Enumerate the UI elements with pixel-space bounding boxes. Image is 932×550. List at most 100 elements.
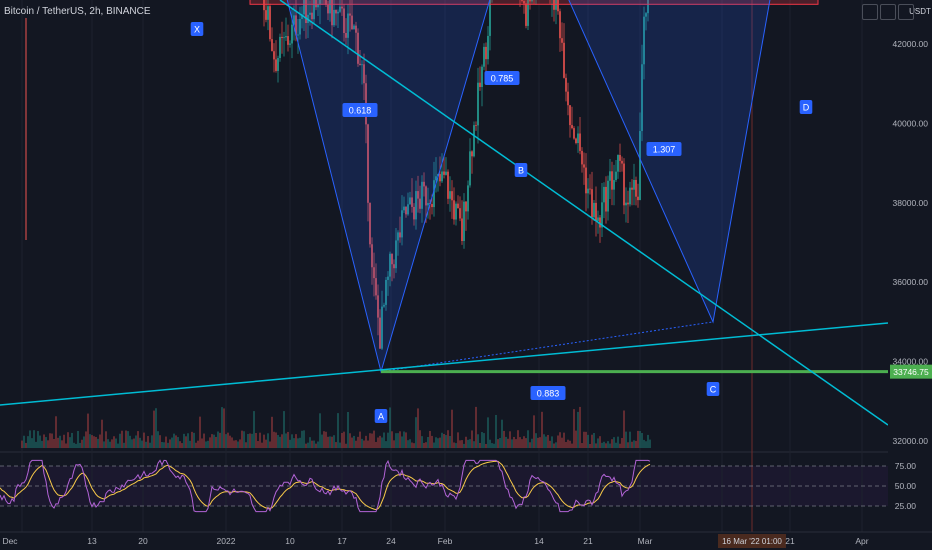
candle-body: [383, 304, 385, 307]
time-tick: 10: [285, 536, 295, 546]
volume-bar: [475, 406, 477, 448]
price-tick: 32000.00: [893, 436, 929, 446]
volume-bar: [563, 432, 565, 448]
candle-body: [417, 191, 419, 199]
volume-bar: [543, 434, 545, 448]
volume-bar: [457, 432, 459, 448]
candle-body: [285, 36, 287, 38]
candle-body: [615, 171, 617, 181]
volume-bar: [51, 433, 53, 448]
trendline-descending: [279, 0, 889, 426]
fullscreen-icon[interactable]: [880, 4, 896, 20]
volume-bar: [635, 440, 637, 448]
volume-bar: [123, 442, 125, 448]
time-tick: Feb: [438, 536, 453, 546]
volume-bar: [99, 434, 101, 448]
candle-body: [441, 171, 443, 182]
volume-bar: [401, 436, 403, 448]
volume-bar: [375, 441, 377, 448]
candle-body: [317, 4, 319, 8]
price-axis: [888, 0, 932, 532]
price-tick: 42000.00: [893, 39, 929, 49]
volume-bar: [571, 443, 573, 448]
volume-bar: [417, 408, 419, 448]
volume-bar: [565, 441, 567, 448]
volume-bar: [455, 443, 457, 448]
candle-body: [555, 0, 557, 10]
candle-body: [613, 180, 615, 190]
volume-bar: [165, 436, 167, 448]
time-tick: Mar: [638, 536, 653, 546]
volume-bar: [289, 439, 291, 448]
time-tick: 20: [138, 536, 148, 546]
volume-bar: [521, 439, 523, 448]
volume-bar: [233, 440, 235, 448]
candle-body: [483, 46, 485, 67]
volume-bar: [395, 433, 397, 448]
volume-bar: [419, 430, 421, 448]
volume-bar: [379, 435, 381, 448]
volume-bar: [523, 436, 525, 448]
volume-bar: [167, 442, 169, 448]
volume-bar: [529, 442, 531, 448]
candle-body: [287, 36, 289, 45]
volume-bar: [181, 443, 183, 448]
volume-bar: [21, 440, 23, 448]
volume-bar: [427, 437, 429, 448]
volume-bar: [189, 440, 191, 448]
volume-bar: [423, 442, 425, 448]
volume-bar: [605, 443, 607, 448]
volume-bar: [647, 434, 649, 448]
candle-body: [391, 253, 393, 265]
candle-body: [591, 189, 593, 218]
candle-body: [643, 16, 645, 65]
volume-bar: [493, 443, 495, 448]
volume-bar: [389, 407, 391, 448]
settings-icon[interactable]: [862, 4, 878, 20]
volume-bar: [141, 440, 143, 448]
candle-body: [635, 179, 637, 197]
candle-body: [363, 64, 365, 84]
volume-bar: [557, 435, 559, 448]
candle-body: [639, 131, 641, 201]
volume-bar: [263, 434, 265, 448]
volume-bar: [223, 408, 225, 448]
volume-bar: [299, 437, 301, 448]
time-tick: 2022: [217, 536, 236, 546]
volume-bars: [21, 406, 651, 448]
volume-bar: [81, 439, 83, 448]
volume-bar: [537, 437, 539, 448]
volume-bar: [61, 440, 63, 448]
candle-body: [315, 0, 317, 8]
candle-body: [487, 35, 489, 60]
volume-bar: [201, 438, 203, 448]
volume-bar: [479, 442, 481, 448]
candle-body: [327, 4, 329, 14]
candle-body: [353, 25, 355, 30]
volume-bar: [373, 430, 375, 448]
candle-body: [297, 34, 299, 36]
volume-bar: [541, 411, 543, 448]
volume-bar: [439, 437, 441, 448]
volume-bar: [469, 439, 471, 448]
volume-bar: [435, 437, 437, 448]
screenshot-icon[interactable]: [898, 4, 914, 20]
volume-bar: [353, 435, 355, 448]
volume-bar: [281, 434, 283, 448]
volume-bar: [41, 440, 43, 448]
volume-bar: [209, 437, 211, 448]
volume-bar: [607, 441, 609, 448]
volume-bar: [387, 432, 389, 448]
volume-bar: [89, 434, 91, 448]
ratio-0785-bg: [484, 71, 520, 85]
price-tick: 34000.00: [893, 357, 929, 367]
candle-body: [567, 91, 569, 106]
volume-bar: [231, 437, 233, 448]
volume-bar: [213, 434, 215, 448]
candle-body: [585, 167, 587, 194]
volume-bar: [323, 431, 325, 448]
volume-bar: [403, 431, 405, 448]
volume-bar: [549, 440, 551, 448]
candle-body: [311, 12, 313, 20]
